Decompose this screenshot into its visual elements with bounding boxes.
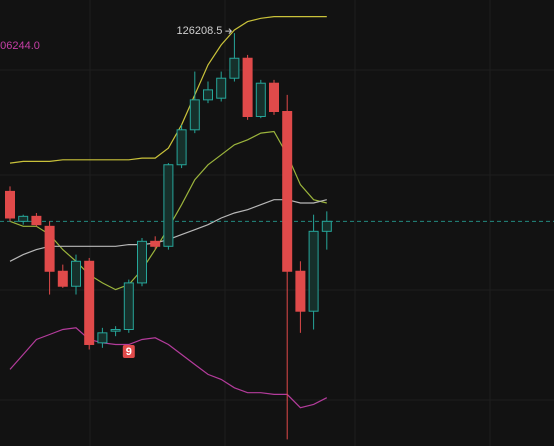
candle-body [44, 225, 55, 272]
candle-body [5, 190, 15, 219]
high-label: 126208.5 [177, 25, 223, 37]
candle-body [31, 215, 42, 226]
candle-body [189, 99, 200, 131]
candle-body [123, 282, 134, 331]
count-marker-bg [122, 345, 135, 358]
candle-body [269, 82, 279, 112]
candle-body [308, 230, 319, 312]
candle-body [84, 260, 95, 345]
candle-body [110, 329, 121, 332]
candle-body [163, 164, 174, 247]
indicator-line [9, 16, 327, 164]
candle-body [242, 57, 253, 117]
candle-body [137, 240, 147, 284]
candle-body [216, 77, 227, 99]
low-band-label: 106244.0 [0, 40, 40, 52]
candle-body [57, 270, 68, 287]
high-arrow [225, 28, 233, 34]
candle-body [18, 215, 29, 222]
candle-body [282, 111, 293, 272]
indicator-line [9, 327, 328, 409]
candle-body [176, 129, 187, 166]
candle-body [255, 82, 266, 117]
candle-body [321, 220, 332, 232]
candle-body [229, 57, 240, 79]
candle-body [97, 332, 108, 344]
candle-body [203, 89, 213, 101]
candle-body [150, 240, 161, 247]
candle-body [295, 270, 306, 312]
count-marker: 9 [126, 346, 132, 358]
candle-body [71, 260, 81, 287]
